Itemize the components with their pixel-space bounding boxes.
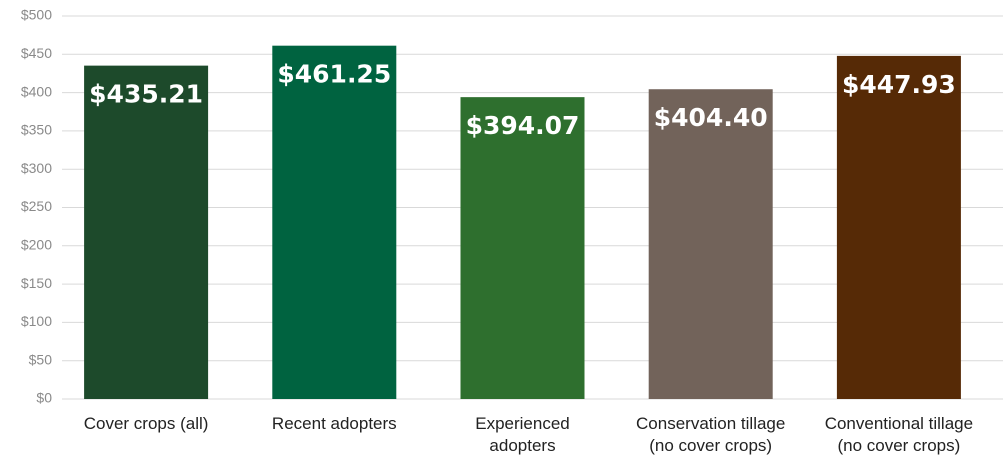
y-tick-label: $400 — [21, 83, 52, 99]
x-tick-label: Conventional tillage (no cover crops) — [824, 414, 974, 455]
bar — [84, 65, 209, 399]
y-tick-label: $300 — [21, 160, 52, 176]
x-tick-label: Cover crops (all) — [83, 414, 209, 433]
x-tick-label: Recent adopters — [271, 414, 397, 433]
y-tick-label: $250 — [21, 198, 52, 214]
y-tick-label: $100 — [21, 313, 52, 329]
value-label: $447.93 — [842, 70, 956, 99]
x-tick-label: Experienced adopters — [475, 414, 570, 455]
bar — [460, 97, 585, 399]
value-label: $404.40 — [654, 103, 768, 132]
value-label: $394.07 — [466, 111, 580, 140]
value-label: $461.25 — [277, 60, 391, 89]
bar — [648, 89, 773, 399]
x-tick-label: Conservation tillage (no cover crops) — [636, 414, 786, 455]
bar — [272, 45, 397, 400]
bar — [836, 55, 961, 399]
y-tick-label: $500 — [21, 7, 52, 23]
y-tick-label: $200 — [21, 237, 52, 253]
y-tick-label: $50 — [29, 351, 53, 367]
y-tick-label: $0 — [36, 390, 52, 406]
y-tick-label: $150 — [21, 275, 52, 291]
value-label: $435.21 — [89, 80, 203, 109]
y-tick-label: $450 — [21, 45, 52, 61]
y-tick-label: $350 — [21, 122, 52, 138]
